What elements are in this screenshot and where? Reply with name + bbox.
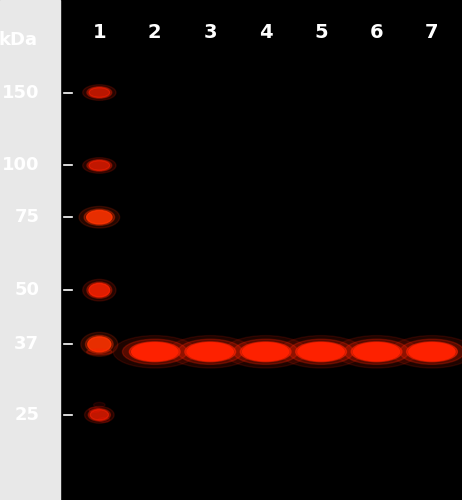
Ellipse shape	[87, 282, 112, 298]
Ellipse shape	[390, 336, 462, 368]
Text: kDa: kDa	[0, 31, 38, 49]
Ellipse shape	[344, 339, 409, 364]
Text: 25: 25	[14, 406, 39, 424]
Ellipse shape	[85, 406, 114, 424]
Ellipse shape	[169, 336, 252, 368]
Text: 50: 50	[14, 281, 39, 299]
Text: 3: 3	[203, 23, 217, 42]
Ellipse shape	[87, 210, 112, 224]
Ellipse shape	[98, 418, 110, 422]
Ellipse shape	[87, 86, 112, 99]
Text: 75: 75	[14, 208, 39, 226]
Ellipse shape	[400, 339, 462, 364]
Ellipse shape	[88, 408, 110, 421]
Ellipse shape	[81, 332, 118, 356]
Ellipse shape	[87, 349, 112, 355]
Ellipse shape	[83, 280, 116, 301]
Text: 4: 4	[259, 23, 273, 42]
Ellipse shape	[187, 343, 233, 361]
Ellipse shape	[353, 343, 400, 361]
Ellipse shape	[84, 209, 115, 226]
Ellipse shape	[243, 343, 289, 361]
Text: 6: 6	[370, 23, 383, 42]
Ellipse shape	[85, 336, 113, 353]
Ellipse shape	[88, 337, 111, 352]
Ellipse shape	[296, 342, 346, 361]
Ellipse shape	[83, 84, 116, 100]
Ellipse shape	[89, 160, 110, 170]
Text: 2: 2	[148, 23, 162, 42]
Ellipse shape	[351, 342, 402, 361]
Ellipse shape	[178, 339, 243, 364]
Text: 5: 5	[314, 23, 328, 42]
Ellipse shape	[83, 158, 116, 174]
Ellipse shape	[89, 88, 110, 98]
Ellipse shape	[90, 410, 109, 420]
Ellipse shape	[280, 336, 363, 368]
Ellipse shape	[240, 342, 291, 361]
Ellipse shape	[79, 206, 120, 228]
Bar	[0, 0, 60, 500]
Ellipse shape	[233, 339, 298, 364]
Ellipse shape	[87, 160, 112, 172]
Ellipse shape	[224, 336, 307, 368]
Ellipse shape	[132, 343, 178, 361]
Ellipse shape	[93, 402, 105, 407]
Ellipse shape	[409, 343, 455, 361]
Ellipse shape	[129, 342, 180, 361]
Ellipse shape	[289, 339, 353, 364]
Ellipse shape	[335, 336, 418, 368]
Ellipse shape	[122, 339, 187, 364]
Text: 1: 1	[92, 23, 106, 42]
Text: 150: 150	[2, 84, 39, 102]
Text: 7: 7	[425, 23, 439, 42]
Ellipse shape	[185, 342, 236, 361]
Text: 100: 100	[2, 156, 39, 174]
Ellipse shape	[113, 336, 196, 368]
Ellipse shape	[89, 284, 110, 297]
Ellipse shape	[89, 408, 101, 412]
Ellipse shape	[298, 343, 344, 361]
Ellipse shape	[407, 342, 457, 361]
Text: 37: 37	[14, 336, 39, 353]
